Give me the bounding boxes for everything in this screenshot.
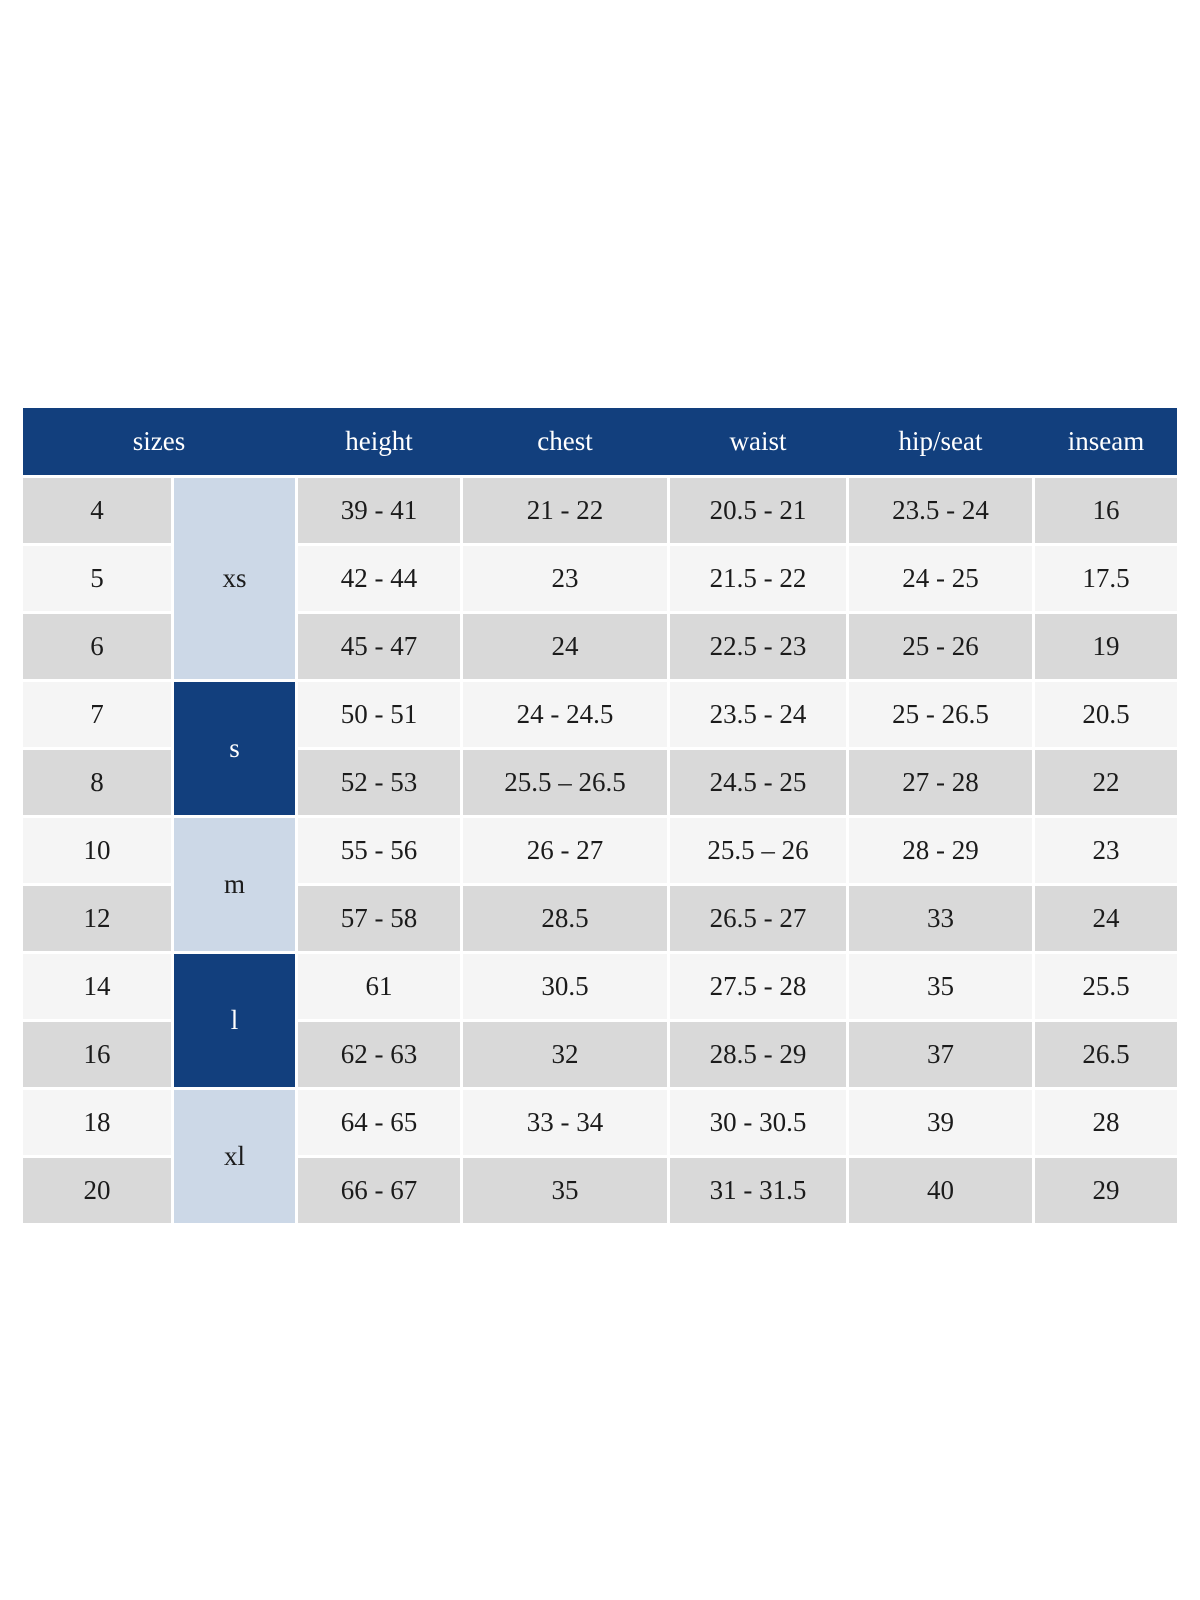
hip-seat-cell: 25 - 26	[849, 614, 1032, 679]
waist-cell: 25.5 – 26	[670, 818, 846, 883]
waist-cell: 27.5 - 28	[670, 954, 846, 1019]
size-cell: 16	[23, 1022, 171, 1087]
size-cell: 20	[23, 1158, 171, 1223]
inseam-cell: 20.5	[1035, 682, 1177, 747]
size-cell: 4	[23, 478, 171, 543]
height-cell: 55 - 56	[298, 818, 460, 883]
chest-cell: 23	[463, 546, 667, 611]
height-cell: 62 - 63	[298, 1022, 460, 1087]
hip-seat-cell: 40	[849, 1158, 1032, 1223]
inseam-cell: 17.5	[1035, 546, 1177, 611]
size-group-xs: xs	[174, 478, 295, 679]
waist-cell: 24.5 - 25	[670, 750, 846, 815]
waist-cell: 30 - 30.5	[670, 1090, 846, 1155]
inseam-cell: 25.5	[1035, 954, 1177, 1019]
size-chart-body: xs s m l xl 4 39 - 41 21 - 22 20.5 - 21 …	[23, 478, 1177, 1223]
inseam-cell: 23	[1035, 818, 1177, 883]
hip-seat-cell: 35	[849, 954, 1032, 1019]
waist-cell: 22.5 - 23	[670, 614, 846, 679]
chest-cell: 30.5	[463, 954, 667, 1019]
waist-cell: 31 - 31.5	[670, 1158, 846, 1223]
inseam-cell: 28	[1035, 1090, 1177, 1155]
height-cell: 50 - 51	[298, 682, 460, 747]
height-cell: 57 - 58	[298, 886, 460, 951]
hip-seat-cell: 24 - 25	[849, 546, 1032, 611]
hip-seat-cell: 28 - 29	[849, 818, 1032, 883]
size-cell: 8	[23, 750, 171, 815]
height-cell: 61	[298, 954, 460, 1019]
chest-cell: 35	[463, 1158, 667, 1223]
header-chest: chest	[537, 426, 593, 456]
hip-seat-cell: 23.5 - 24	[849, 478, 1032, 543]
inseam-cell: 19	[1035, 614, 1177, 679]
height-cell: 64 - 65	[298, 1090, 460, 1155]
waist-cell: 26.5 - 27	[670, 886, 846, 951]
header-hip-seat: hip/seat	[898, 426, 983, 456]
inseam-cell: 22	[1035, 750, 1177, 815]
waist-cell: 20.5 - 21	[670, 478, 846, 543]
size-cell: 5	[23, 546, 171, 611]
size-group-l: l	[174, 954, 295, 1087]
hip-seat-cell: 33	[849, 886, 1032, 951]
chest-cell: 24	[463, 614, 667, 679]
size-cell: 10	[23, 818, 171, 883]
inseam-cell: 29	[1035, 1158, 1177, 1223]
size-group-s: s	[174, 682, 295, 815]
inseam-cell: 24	[1035, 886, 1177, 951]
height-cell: 66 - 67	[298, 1158, 460, 1223]
inseam-cell: 16	[1035, 478, 1177, 543]
header-inseam: inseam	[1067, 426, 1145, 456]
height-cell: 45 - 47	[298, 614, 460, 679]
size-chart-header-row: sizes height chest waist hip/seat inseam	[23, 408, 1177, 475]
chest-cell: 28.5	[463, 886, 667, 951]
size-cell: 7	[23, 682, 171, 747]
height-cell: 42 - 44	[298, 546, 460, 611]
inseam-cell: 26.5	[1035, 1022, 1177, 1087]
waist-cell: 28.5 - 29	[670, 1022, 846, 1087]
chest-cell: 21 - 22	[463, 478, 667, 543]
chest-cell: 32	[463, 1022, 667, 1087]
size-cell: 14	[23, 954, 171, 1019]
header-waist: waist	[729, 426, 787, 456]
chest-cell: 24 - 24.5	[463, 682, 667, 747]
height-cell: 52 - 53	[298, 750, 460, 815]
size-cell: 6	[23, 614, 171, 679]
size-cell: 12	[23, 886, 171, 951]
header-height: height	[345, 426, 413, 456]
chest-cell: 26 - 27	[463, 818, 667, 883]
waist-cell: 21.5 - 22	[670, 546, 846, 611]
size-chart-table: sizes height chest waist hip/seat inseam…	[23, 408, 1177, 1223]
chest-cell: 33 - 34	[463, 1090, 667, 1155]
header-sizes: sizes	[132, 426, 186, 456]
height-cell: 39 - 41	[298, 478, 460, 543]
size-group-xl: xl	[174, 1090, 295, 1223]
hip-seat-cell: 27 - 28	[849, 750, 1032, 815]
size-group-m: m	[174, 818, 295, 951]
hip-seat-cell: 37	[849, 1022, 1032, 1087]
waist-cell: 23.5 - 24	[670, 682, 846, 747]
hip-seat-cell: 25 - 26.5	[849, 682, 1032, 747]
chest-cell: 25.5 – 26.5	[463, 750, 667, 815]
size-cell: 18	[23, 1090, 171, 1155]
hip-seat-cell: 39	[849, 1090, 1032, 1155]
